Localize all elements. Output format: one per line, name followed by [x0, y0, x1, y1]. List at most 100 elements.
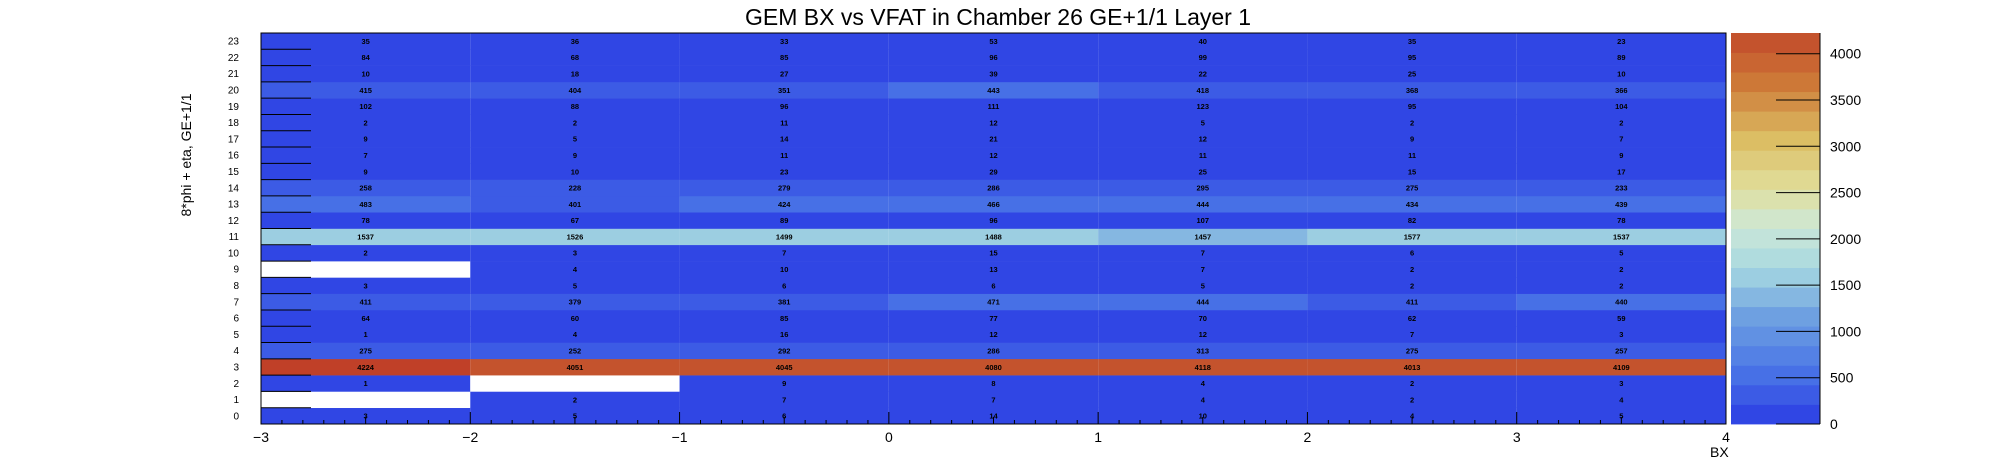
cell-value-label: 96: [989, 216, 997, 225]
heatmap-cell: [1307, 114, 1517, 132]
cell-value-label: 9: [1619, 151, 1623, 160]
cell-value-label: 444: [1197, 200, 1210, 209]
y-tick-label: 0: [233, 411, 239, 422]
x-tick-label: 1: [1094, 429, 1102, 445]
heatmap-cell: [888, 81, 1099, 99]
cell-value-label: 258: [359, 184, 372, 193]
cell-value-label: 39: [989, 70, 997, 79]
cell-value-label: 78: [361, 216, 369, 225]
heatmap-cell: [470, 391, 680, 409]
cell-value-label: 313: [1197, 346, 1210, 355]
heatmap-cell: [470, 114, 680, 132]
cell-value-label: 2: [1410, 395, 1414, 404]
cell-value-label: 5: [1619, 412, 1623, 421]
heatmap-cell: [1098, 342, 1308, 360]
cell-value-label: 4224: [357, 363, 375, 372]
color-scale-step: [1731, 150, 1820, 171]
heatmap-cell: [261, 114, 471, 132]
color-scale-step: [1731, 208, 1820, 229]
heatmap-cell: [1516, 195, 1726, 213]
heatmap-cell: [888, 65, 1099, 83]
color-scale-tick-label: 2000: [1830, 231, 1861, 247]
y-tick-label: 13: [228, 200, 240, 211]
heatmap-cell: [261, 407, 471, 425]
y-tick-label: 2: [233, 379, 239, 390]
heatmap-cell: [888, 49, 1099, 66]
cell-value-label: 13: [989, 265, 997, 274]
heatmap-cell: [679, 375, 889, 392]
heatmap-cell: [261, 65, 471, 83]
cell-value-label: 9: [364, 167, 368, 176]
heatmap-cell: [1516, 391, 1726, 409]
heatmap-cell: [261, 195, 471, 213]
color-scale-step: [1731, 326, 1820, 347]
cell-value-label: 5: [573, 412, 577, 421]
heatmap-cell: [1307, 358, 1517, 376]
cell-value-label: 5: [573, 281, 577, 290]
cell-value-label: 23: [780, 167, 788, 176]
heatmap-cell: [679, 326, 889, 343]
color-scale-step: [1731, 130, 1820, 151]
heatmap-cell: [470, 293, 680, 311]
heatmap-cell: [888, 179, 1099, 197]
cell-value-label: 89: [780, 216, 788, 225]
cell-value-label: 88: [571, 102, 579, 111]
y-tick-label: 15: [228, 167, 240, 178]
cell-value-label: 228: [569, 184, 582, 193]
cell-value-label: 411: [360, 298, 372, 307]
x-axis-label: BX: [1710, 444, 1729, 460]
heatmap-cell: [1098, 391, 1308, 409]
cell-value-label: 1457: [1194, 232, 1211, 241]
heatmap-cell: [261, 130, 471, 148]
heatmap-cell: [1098, 212, 1308, 229]
heatmap-cell: [1516, 261, 1726, 278]
cell-value-label: 7: [1201, 249, 1205, 258]
cell-value-label: 9: [364, 135, 368, 144]
heatmap-cell: [679, 212, 889, 229]
heatmap-cell: [1307, 244, 1517, 262]
heatmap-cell: [470, 49, 680, 66]
cell-value-label: 95: [1408, 102, 1416, 111]
cell-value-label: 257: [1615, 346, 1628, 355]
heatmap-cell: [1307, 179, 1517, 197]
heatmap-cell: [888, 375, 1099, 392]
cell-value-label: 2: [1619, 265, 1623, 274]
cell-value-label: 2: [1619, 118, 1623, 127]
heatmap-cell: [1516, 309, 1726, 327]
cell-value-label: 60: [571, 314, 579, 323]
heatmap-cell: [1307, 407, 1517, 425]
color-scale-tick-label: 2500: [1830, 185, 1861, 201]
cell-value-label: 123: [1197, 102, 1210, 111]
cell-value-label: 7: [364, 151, 368, 160]
cell-value-label: 77: [989, 314, 997, 323]
heatmap-cell: [679, 163, 889, 180]
cell-value-label: 1526: [567, 232, 584, 241]
heatmap-cell: [1098, 114, 1308, 132]
x-tick-label: −1: [672, 429, 688, 445]
cell-value-label: 102: [359, 102, 372, 111]
y-tick-label: 22: [228, 53, 240, 64]
cell-value-label: 107: [1197, 216, 1210, 225]
color-scale-tick-label: 3000: [1830, 138, 1861, 154]
cell-value-label: 2: [1410, 379, 1414, 388]
cell-value-label: 27: [780, 70, 788, 79]
color-scale-step: [1731, 404, 1820, 425]
cell-value-label: 2: [1619, 281, 1623, 290]
heatmap-cell: [470, 179, 680, 197]
heatmap-cell: [1098, 130, 1308, 148]
heatmap-cell: [679, 147, 889, 164]
heatmap-cell: [679, 81, 889, 99]
cell-value-label: 1537: [357, 232, 374, 241]
cell-value-label: 411: [1406, 298, 1418, 307]
cell-value-label: 95: [1408, 53, 1416, 62]
heatmap-cell: [888, 277, 1099, 294]
cell-value-label: 25: [1408, 70, 1416, 79]
cell-value-label: 53: [989, 37, 997, 46]
heatmap-cell: [470, 163, 680, 180]
heatmap-cell: [1098, 375, 1308, 392]
cell-value-label: 16: [780, 330, 788, 339]
heatmap-cell: [470, 309, 680, 327]
x-tick-label: −3: [253, 429, 269, 445]
cell-value-label: 10: [571, 167, 579, 176]
